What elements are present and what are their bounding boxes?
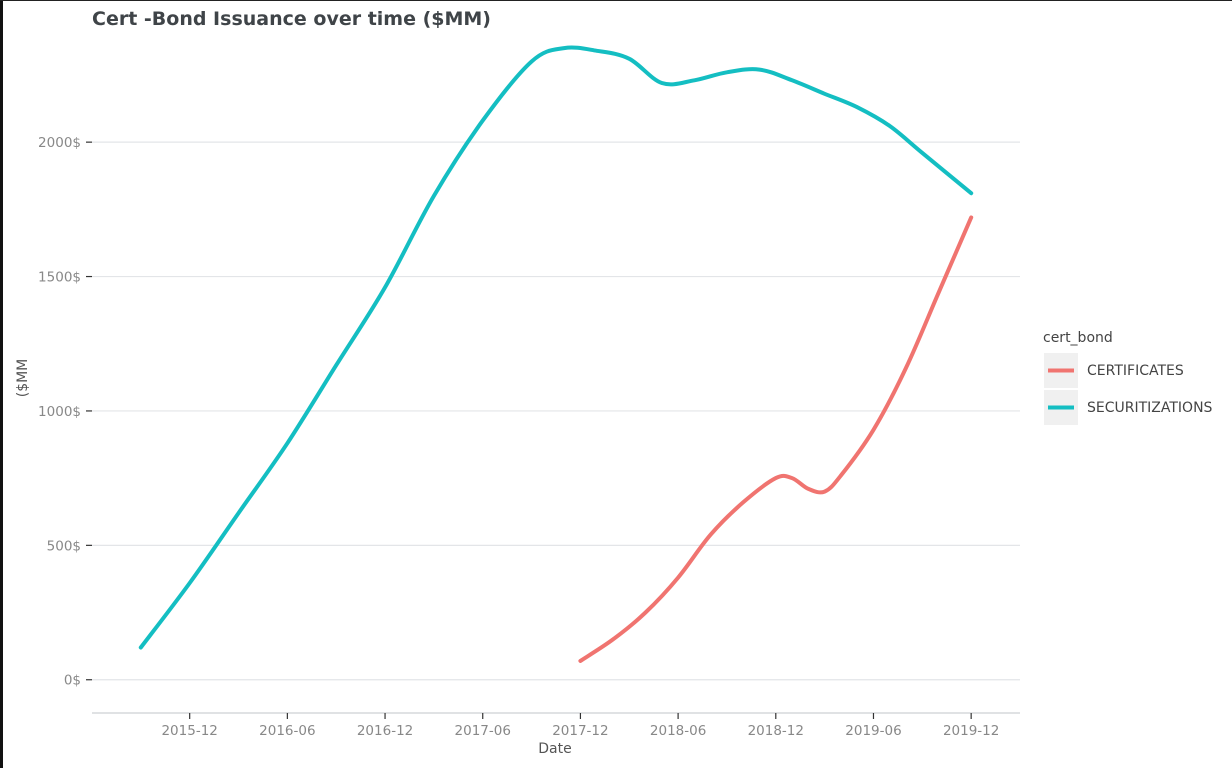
legend-title: cert_bond <box>1043 330 1113 346</box>
x-tick-label: 2019-12 <box>943 723 999 739</box>
x-tick-label: 2016-06 <box>259 723 315 739</box>
window-left-edge <box>0 0 3 768</box>
axes: 0$ 500$ 1000$ 1500$ 2000$ 2015-12 2016-06 2016-… <box>38 135 1020 739</box>
chart-title: Cert -Bond Issuance over time ($MM) <box>92 8 491 30</box>
y-tick-label: 1500$ <box>38 270 81 286</box>
legend-label-certificates: CERTIFICATES <box>1087 363 1184 379</box>
x-tick-label: 2015-12 <box>161 723 217 739</box>
x-axis-title: Date <box>538 741 571 757</box>
y-axis-title: ($MM <box>15 359 31 398</box>
legend: cert_bond CERTIFICATES SECURITIZATIONS <box>1043 330 1213 425</box>
x-tick-label: 2018-06 <box>650 723 706 739</box>
x-tick-label: 2017-12 <box>552 723 608 739</box>
series-lines <box>138 45 974 663</box>
x-tick-label: 2018-12 <box>748 723 804 739</box>
y-tick-label: 500$ <box>47 538 81 554</box>
x-tick-label: 2017-06 <box>455 723 511 739</box>
window-top-edge <box>0 0 1232 1</box>
series-line-certificates <box>578 215 974 663</box>
y-tick-label: 2000$ <box>38 135 81 151</box>
y-tick-label: 1000$ <box>38 404 81 420</box>
x-tick-label: 2019-06 <box>845 723 901 739</box>
legend-label-securitizations: SECURITIZATIONS <box>1087 400 1213 416</box>
grid-lines <box>92 141 1020 681</box>
x-tick-label: 2016-12 <box>357 723 413 739</box>
y-tick-label: 0$ <box>64 673 81 689</box>
series-line-securitizations <box>138 45 974 650</box>
